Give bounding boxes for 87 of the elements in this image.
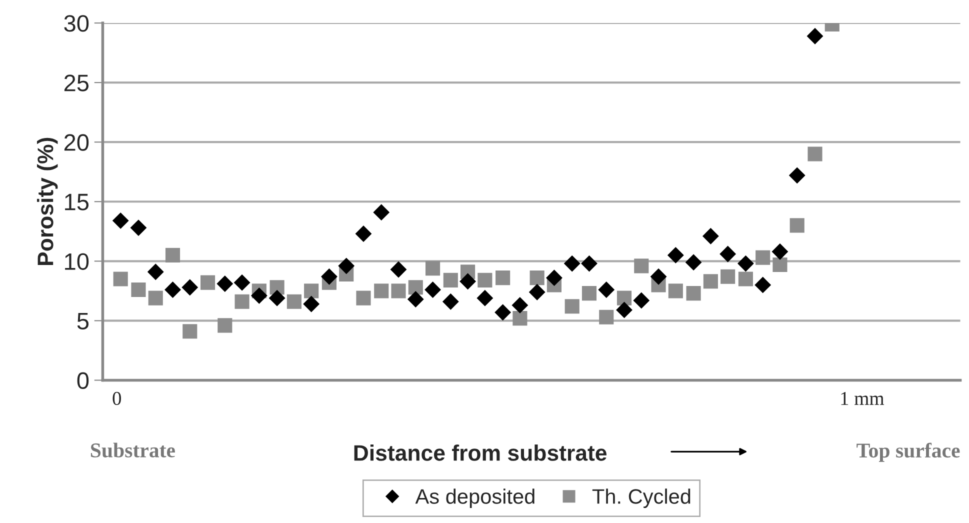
point <box>200 275 216 290</box>
point <box>407 291 424 308</box>
point <box>546 270 562 286</box>
point <box>478 272 492 288</box>
point <box>216 276 234 292</box>
y-tick-label: 15 <box>65 194 89 210</box>
point <box>756 250 770 265</box>
point <box>496 270 510 286</box>
point <box>425 261 440 276</box>
y-tick-label: 30 <box>64 15 89 32</box>
point <box>616 302 632 318</box>
point <box>131 282 146 298</box>
point <box>476 290 494 306</box>
point <box>616 290 632 306</box>
point <box>667 246 684 264</box>
point <box>442 293 459 310</box>
point <box>582 286 597 301</box>
point <box>703 274 718 289</box>
point <box>702 228 719 244</box>
point <box>530 270 544 286</box>
point <box>182 324 198 339</box>
point <box>424 282 441 298</box>
point <box>164 282 181 298</box>
x-tick-label: 1 mm <box>841 392 884 405</box>
point <box>634 258 649 274</box>
point <box>512 296 528 314</box>
point <box>234 274 250 291</box>
y-tick-label: 20 <box>64 134 89 151</box>
point <box>599 310 614 324</box>
point <box>668 284 683 298</box>
point <box>633 292 650 309</box>
y-tick-label: 25 <box>64 74 89 92</box>
point <box>250 287 268 304</box>
point <box>772 243 788 260</box>
point <box>303 296 320 312</box>
point <box>286 294 302 309</box>
point <box>720 246 736 262</box>
point <box>754 276 772 294</box>
point <box>686 286 701 301</box>
point <box>564 255 580 272</box>
point <box>685 254 702 271</box>
text: Top surface <box>856 442 960 462</box>
y-tick-label: 10 <box>65 253 89 270</box>
point <box>113 272 128 286</box>
x-axis-title: Distance from substrate <box>354 444 606 461</box>
point <box>147 264 164 280</box>
point <box>148 290 163 306</box>
legend-label: Th. Cycled <box>592 488 690 508</box>
point <box>374 284 389 298</box>
point <box>564 299 580 314</box>
point <box>528 284 546 300</box>
point <box>806 28 824 44</box>
point <box>130 220 147 236</box>
point <box>788 167 806 184</box>
point <box>790 218 804 233</box>
y-tick-label: 5 <box>77 313 89 330</box>
point <box>182 279 198 296</box>
point <box>650 268 667 285</box>
point <box>218 318 232 333</box>
point <box>356 290 371 306</box>
point <box>391 284 406 298</box>
point <box>581 255 598 272</box>
point <box>355 226 372 242</box>
y-axis-title: Porosity (%) <box>36 138 58 265</box>
point <box>494 304 512 321</box>
point <box>737 255 754 272</box>
point <box>720 269 736 284</box>
point <box>390 261 407 278</box>
point <box>460 273 476 290</box>
text: Substrate <box>90 442 175 458</box>
point <box>112 212 129 229</box>
point <box>443 272 458 288</box>
point <box>512 311 528 326</box>
point <box>165 248 180 262</box>
point <box>598 282 615 298</box>
point <box>738 272 753 286</box>
legend-label: As deposited <box>415 488 534 508</box>
point <box>338 258 355 274</box>
point <box>234 294 250 309</box>
point <box>408 280 423 295</box>
point <box>373 204 390 221</box>
point <box>772 257 788 272</box>
point <box>320 268 338 285</box>
point <box>304 284 319 298</box>
y-tick-label: 0 <box>77 372 89 390</box>
point <box>268 290 286 306</box>
point <box>808 146 822 162</box>
